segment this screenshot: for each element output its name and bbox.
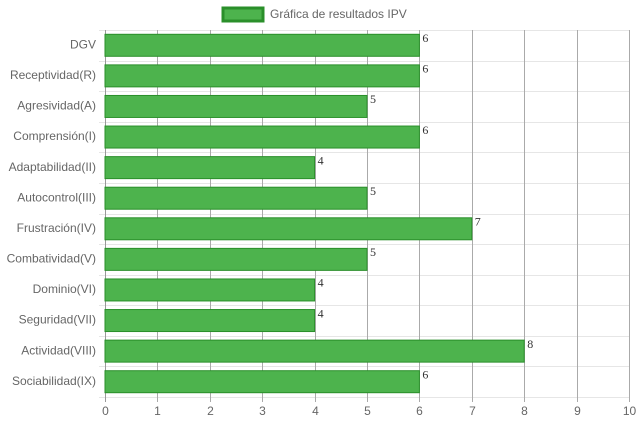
x-tick-label: 9 — [574, 404, 581, 418]
bar — [104, 217, 473, 241]
y-tick-label: Seguridad(VII) — [19, 313, 96, 327]
y-tick-label: Dominio(VI) — [33, 282, 96, 296]
x-tick-label: 7 — [469, 404, 476, 418]
x-tick-label: 1 — [154, 404, 161, 418]
y-tick-label: Sociabilidad(IX) — [12, 374, 96, 388]
legend-label: Gráfica de resultados IPV — [270, 7, 407, 21]
value-label: 8 — [527, 337, 533, 351]
value-label: 4 — [318, 276, 324, 290]
x-tick-label: 8 — [521, 404, 528, 418]
bar — [104, 309, 316, 333]
x-tick-label: 5 — [364, 404, 371, 418]
value-label: 5 — [370, 92, 376, 106]
y-tick-label: Autocontrol(III) — [17, 190, 96, 204]
bar — [104, 64, 420, 88]
legend-swatch — [221, 6, 265, 23]
y-tick-label: Comprensión(I) — [13, 129, 96, 143]
value-label: 5 — [370, 245, 376, 259]
x-tick-label: 3 — [259, 404, 266, 418]
value-label: 5 — [370, 184, 376, 198]
y-tick-label: Frustración(IV) — [17, 221, 96, 235]
y-tick-label: Combatividad(V) — [7, 252, 96, 266]
y-tick-label: Adaptabilidad(II) — [9, 160, 96, 174]
value-label: 4 — [318, 153, 324, 167]
value-label: 6 — [422, 62, 428, 76]
x-tick-label: 6 — [416, 404, 423, 418]
x-tick-label: 0 — [102, 404, 109, 418]
value-label: 6 — [422, 367, 428, 381]
bar — [104, 33, 420, 57]
bar — [104, 186, 368, 210]
bar — [104, 94, 368, 118]
x-tick-label: 10 — [623, 404, 637, 418]
y-tick-label: Actividad(VIII) — [21, 343, 96, 357]
value-label: 7 — [475, 215, 481, 229]
bar — [104, 156, 316, 180]
bar — [104, 278, 316, 302]
bar — [104, 125, 420, 149]
bar — [104, 247, 368, 271]
bar — [104, 370, 420, 394]
value-label: 4 — [318, 306, 324, 320]
x-tick-label: 2 — [207, 404, 214, 418]
y-tick-label: Agresividad(A) — [17, 99, 96, 113]
bar — [104, 339, 525, 363]
y-tick-label: DGV — [70, 37, 96, 51]
value-label: 6 — [422, 31, 428, 45]
x-tick-label: 4 — [312, 404, 319, 418]
value-label: 6 — [422, 123, 428, 137]
y-tick-label: Receptividad(R) — [10, 68, 96, 82]
